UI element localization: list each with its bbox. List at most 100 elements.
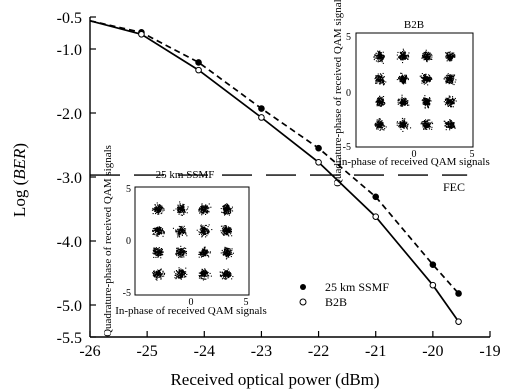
constellation-point [224, 205, 226, 207]
legend-label-b2b: B2B [325, 295, 347, 309]
constellation-point [176, 274, 178, 276]
constellation-point [227, 208, 229, 210]
constellation-point [201, 226, 203, 228]
constellation-point [451, 102, 453, 104]
constellation-point [182, 269, 184, 271]
constellation-point [431, 58, 433, 60]
constellation-point [181, 269, 183, 271]
constellation-point [206, 250, 208, 252]
constellation-point [230, 253, 232, 255]
constellation-point [185, 254, 187, 256]
constellation-point [226, 270, 228, 272]
constellation-point [448, 55, 450, 57]
data-point [258, 114, 265, 121]
constellation-point [421, 82, 423, 84]
constellation-point [229, 231, 231, 233]
constellation-point [229, 228, 231, 230]
constellation-point [419, 75, 421, 77]
constellation-point [222, 272, 224, 274]
constellation-point [452, 98, 454, 100]
constellation-point [425, 80, 427, 82]
constellation-point [428, 102, 430, 104]
constellation-point [205, 204, 207, 206]
constellation-point [204, 278, 206, 280]
constellation-point [226, 231, 228, 233]
legend-marker-ssmf [300, 284, 306, 290]
constellation-point [227, 250, 229, 252]
constellation-point [447, 53, 449, 55]
constellation-point [403, 119, 405, 121]
constellation-point [379, 57, 381, 59]
y-tick-label: -4.0 [57, 234, 82, 251]
constellation-point [446, 101, 448, 103]
constellation-point [155, 273, 157, 275]
constellation-point [376, 124, 378, 126]
constellation-point [161, 275, 163, 277]
constellation-point [428, 103, 430, 105]
constellation-point [228, 271, 230, 273]
inset-b2b-title: B2B [404, 19, 424, 31]
constellation-point [205, 254, 207, 256]
constellation-point [183, 273, 185, 275]
constellation-point [163, 209, 165, 211]
constellation-point [400, 80, 402, 82]
constellation-point [446, 101, 448, 103]
constellation-point [398, 98, 400, 100]
constellation-point [206, 229, 208, 231]
constellation-point [424, 77, 426, 79]
constellation-point [426, 61, 428, 63]
constellation-point [378, 125, 380, 127]
constellation-point [158, 207, 160, 209]
data-point [372, 213, 380, 220]
constellation-point [232, 210, 234, 212]
constellation-point [401, 80, 403, 82]
constellation-point [443, 78, 445, 80]
constellation-point [407, 58, 409, 60]
constellation-point [422, 57, 424, 59]
constellation-point [378, 121, 380, 123]
constellation-point [448, 102, 450, 104]
constellation-point [451, 125, 453, 127]
constellation-point [175, 208, 177, 210]
constellation-point [157, 205, 159, 207]
constellation-point [447, 74, 449, 76]
constellation-point [229, 254, 231, 256]
constellation-point [181, 252, 183, 254]
constellation-point [155, 275, 157, 277]
constellation-point [228, 273, 230, 275]
constellation-point [158, 276, 160, 278]
y-tick-label: -5.5 [57, 330, 82, 347]
constellation-point [376, 119, 378, 121]
constellation-point [159, 273, 161, 275]
constellation-point [224, 246, 226, 248]
constellation-point [400, 59, 402, 61]
constellation-point [424, 82, 426, 84]
constellation-point [154, 228, 156, 230]
constellation-point [404, 53, 406, 55]
constellation-point [401, 74, 403, 76]
inset-b2b-ytick-bottom: -5 [343, 142, 351, 153]
constellation-point [155, 273, 157, 275]
constellation-point [425, 102, 427, 104]
constellation-point [180, 226, 182, 228]
constellation-point [182, 270, 184, 272]
constellation-point [422, 80, 424, 82]
inset-b2b-constellation: B2B 5 0 -5 0 5 In-phase of received QAM … [332, 0, 490, 187]
constellation-point [153, 250, 155, 252]
constellation-point [199, 252, 201, 254]
constellation-point [155, 252, 157, 254]
constellation-point [199, 232, 201, 234]
constellation-point [402, 126, 404, 128]
constellation-point [425, 57, 427, 59]
constellation-point [451, 55, 453, 57]
data-point [429, 261, 437, 268]
constellation-point [379, 54, 381, 56]
constellation-point [376, 77, 378, 79]
constellation-point [420, 76, 422, 78]
constellation-point [160, 257, 162, 259]
constellation-point [180, 275, 182, 277]
inset-b2b-xtick-mid: 0 [412, 149, 417, 160]
constellation-point [201, 273, 203, 275]
constellation-point [229, 272, 231, 274]
constellation-point [428, 55, 430, 57]
